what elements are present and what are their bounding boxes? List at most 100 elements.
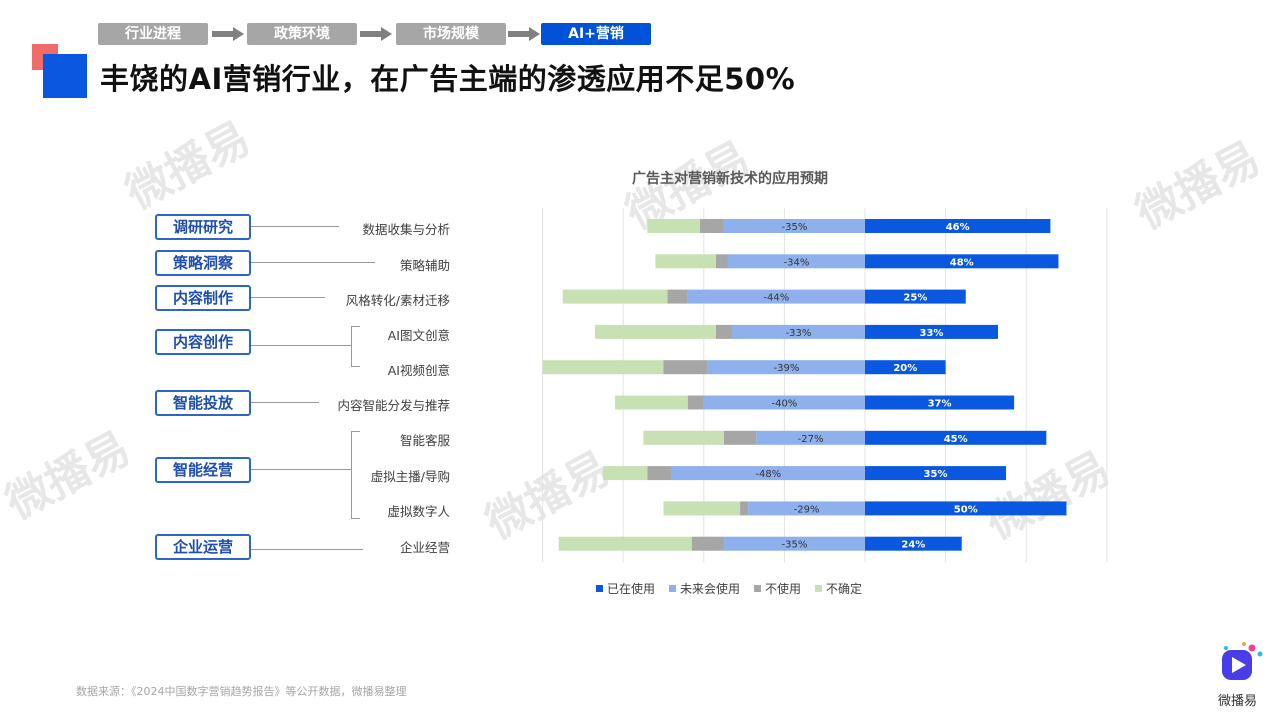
data-label-in-use: 33% <box>920 328 944 339</box>
bracket-tick <box>351 326 360 327</box>
data-label-in-use: 35% <box>924 469 948 480</box>
bar-not-use <box>667 289 688 304</box>
data-label-future-use: -29% <box>794 504 820 515</box>
bracket-line <box>351 431 352 518</box>
connector-line <box>251 262 375 263</box>
bar-future-use <box>748 501 865 516</box>
category-content-production: 内容制作 <box>155 285 251 311</box>
legend-item-future-use: 未来会使用 <box>669 580 740 597</box>
bar-in-use <box>865 536 962 551</box>
legend-swatch <box>669 585 677 592</box>
data-label-in-use: 48% <box>950 257 974 268</box>
breadcrumb-step-ai-marketing[interactable]: AI+营销 <box>541 23 651 45</box>
chart-title: 广告主对营销新技术的应用预期 <box>632 171 828 187</box>
sub-label-strategy-assist: 策略辅助 <box>399 258 450 273</box>
data-label-in-use: 45% <box>944 434 968 445</box>
bar-uncertain <box>603 466 648 481</box>
brand-logo-icon <box>1222 642 1263 680</box>
connector-line <box>251 402 319 403</box>
page-title: 丰饶的AI营销行业，在广告主端的渗透应用不足50% <box>100 62 796 96</box>
connector-line <box>251 297 325 298</box>
bar-future-use <box>732 324 865 339</box>
connector-line <box>251 469 351 470</box>
data-label-future-use: -27% <box>798 434 824 445</box>
bar-in-use <box>865 430 1047 445</box>
category-content-creation: 内容创作 <box>155 329 251 355</box>
breadcrumb-step-industry[interactable]: 行业进程 <box>98 23 208 45</box>
connector-line <box>251 549 363 550</box>
bar-future-use <box>707 360 865 375</box>
legend-swatch <box>815 585 823 592</box>
bracket-tick <box>351 431 360 432</box>
legend-label: 未来会使用 <box>680 582 741 596</box>
bar-future-use <box>727 254 865 269</box>
legend-item-in-use: 已在使用 <box>596 580 655 597</box>
bar-future-use <box>703 395 865 410</box>
arrow-right-icon <box>360 27 392 41</box>
bar-uncertain <box>594 324 716 339</box>
bar-uncertain <box>558 536 692 551</box>
sub-label-ai-image-text: AI图文创意 <box>387 328 450 343</box>
breadcrumb-step-market[interactable]: 市场规模 <box>396 23 506 45</box>
sub-label-digital-human: 虚拟数字人 <box>387 504 450 519</box>
bar-future-use <box>671 466 865 481</box>
bar-uncertain <box>655 254 716 269</box>
legend-swatch <box>754 585 762 592</box>
connector-line <box>251 345 351 346</box>
data-label-in-use: 46% <box>946 222 970 233</box>
data-label-future-use: -33% <box>786 328 812 339</box>
legend-item-uncertain: 不确定 <box>815 580 862 597</box>
legend-label: 已在使用 <box>607 582 656 596</box>
brand-logo-text: 微播易 <box>1218 694 1258 709</box>
legend-label: 不使用 <box>765 582 802 596</box>
bracket-tick <box>351 366 360 367</box>
sub-label-data-collection: 数据收集与分析 <box>362 222 450 237</box>
breadcrumb-step-policy[interactable]: 政策环境 <box>247 23 357 45</box>
legend-label: 不确定 <box>826 582 863 596</box>
bar-not-use <box>663 360 708 375</box>
data-label-future-use: -39% <box>773 363 799 374</box>
sub-label-ai-video: AI视频创意 <box>387 363 450 378</box>
bracket-tick <box>351 518 360 519</box>
bar-in-use <box>865 466 1007 481</box>
data-label-in-use: 37% <box>928 399 952 410</box>
data-label-in-use: 24% <box>901 540 925 551</box>
data-label-future-use: -35% <box>782 222 808 233</box>
category-strategy: 策略洞察 <box>155 250 251 276</box>
data-label-in-use: 25% <box>903 293 927 304</box>
bar-uncertain <box>542 360 664 375</box>
bar-uncertain <box>663 501 741 516</box>
category-research: 调研研究 <box>155 214 251 240</box>
sub-label-style-transfer: 风格转化/素材迁移 <box>345 293 450 308</box>
legend-swatch <box>596 585 603 592</box>
data-label-in-use: 20% <box>893 363 917 374</box>
data-label-future-use: -35% <box>782 540 808 551</box>
bar-in-use <box>865 289 966 304</box>
bar-in-use <box>865 360 946 375</box>
bar-uncertain <box>647 219 700 233</box>
data-label-future-use: -44% <box>763 293 789 304</box>
connector-line <box>251 226 339 227</box>
bar-future-use <box>756 430 865 445</box>
data-label-future-use: -48% <box>755 469 781 480</box>
bar-not-use <box>715 324 733 339</box>
legend-item-not-use: 不使用 <box>754 580 801 597</box>
bar-not-use <box>647 466 672 481</box>
bar-not-use <box>687 395 704 410</box>
bar-in-use <box>865 501 1067 516</box>
bar-future-use <box>723 219 865 233</box>
bar-uncertain <box>615 395 688 410</box>
bar-not-use <box>715 254 728 269</box>
bar-not-use <box>691 536 724 551</box>
data-label-future-use: -34% <box>784 257 810 268</box>
bar-not-use <box>699 219 724 233</box>
data-label-in-use: 50% <box>954 504 978 515</box>
category-enterprise-operation: 企业运营 <box>155 534 251 560</box>
arrow-right-icon <box>212 27 244 41</box>
data-label-future-use: -40% <box>771 399 797 410</box>
bar-in-use <box>865 254 1059 269</box>
sub-label-virtual-anchor: 虚拟主播/导购 <box>370 469 450 484</box>
bar-not-use <box>740 501 749 516</box>
sub-label-enterprise: 企业经营 <box>399 540 450 555</box>
